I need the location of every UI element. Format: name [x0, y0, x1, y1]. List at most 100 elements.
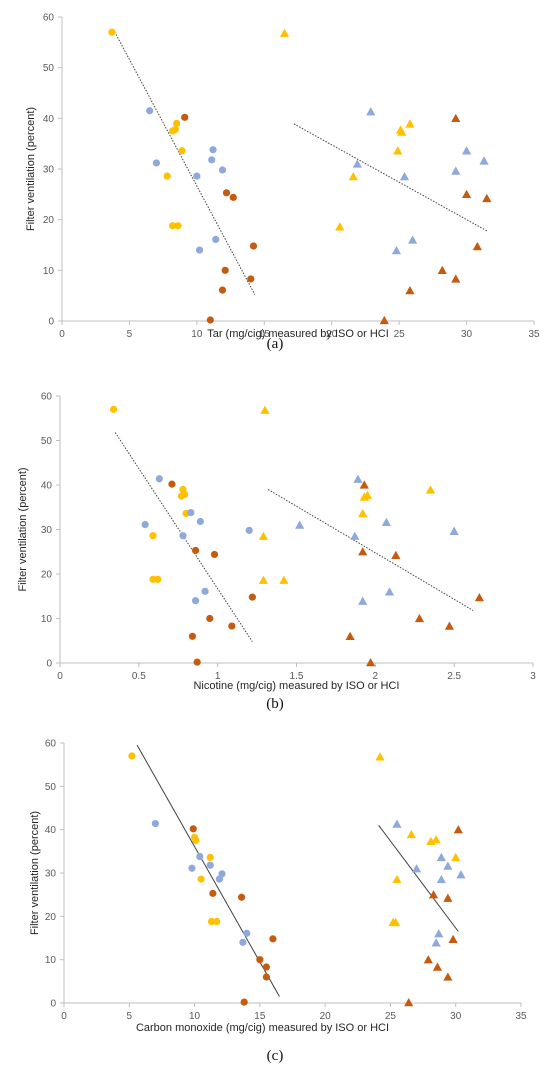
data-point-triangle [408, 235, 418, 244]
data-point-circle [168, 480, 176, 488]
data-point-circle [249, 242, 258, 250]
data-point-circle [141, 521, 149, 529]
data-point-triangle [404, 997, 414, 1007]
data-point-triangle [279, 28, 290, 37]
data-point-circle [163, 172, 171, 180]
x-tick-label: 3 [530, 671, 536, 682]
data-point-circle [128, 752, 136, 760]
data-point-triangle [258, 575, 268, 584]
x-tick-label: 20 [326, 329, 338, 340]
data-point-circle [155, 475, 163, 483]
data-point-circle [187, 508, 195, 517]
y-tick-label: 0 [48, 317, 54, 328]
data-point-circle [154, 575, 162, 583]
y-tick-label: 30 [41, 525, 53, 536]
data-point-triangle [456, 870, 466, 879]
x-tick-label: 30 [461, 329, 473, 340]
x-tick-label: 10 [189, 1011, 201, 1022]
data-point-triangle [392, 819, 402, 828]
data-point-triangle [352, 159, 362, 168]
x-tick-label: 15 [259, 329, 271, 340]
data-point-triangle [451, 113, 461, 123]
data-point-circle [218, 166, 227, 174]
data-point-triangle [423, 955, 433, 964]
data-point-circle [245, 526, 253, 534]
trendline [114, 432, 253, 642]
data-point-triangle [436, 874, 446, 884]
data-point-circle [237, 893, 246, 901]
y-tick-label: 0 [50, 999, 56, 1010]
trendline [136, 744, 280, 997]
data-point-circle [171, 125, 179, 134]
chart-caption: (c) [266, 1048, 284, 1064]
y-tick-label: 50 [43, 63, 55, 74]
data-point-triangle [358, 547, 368, 556]
data-point-triangle [359, 492, 369, 501]
y-tick-label: 30 [45, 869, 57, 880]
data-point-circle [239, 938, 247, 946]
y-tick-label: 50 [41, 436, 53, 447]
x-tick-label: 0 [59, 329, 65, 340]
y-tick-label: 60 [41, 392, 53, 403]
y-tick-label: 20 [45, 912, 57, 923]
data-point-circle [208, 156, 216, 164]
data-point-triangle [391, 917, 401, 927]
chart-caption: (b) [266, 696, 284, 712]
data-point-triangle [348, 172, 358, 181]
data-point-triangle [437, 265, 447, 275]
data-point-circle [193, 172, 201, 180]
chart-panel-a: 0 10 20 30 40 50 60 0 5 10 15 20 25 30 35 Tar (mg/cig) … [0, 0, 550, 358]
data-point-circle [149, 532, 157, 540]
data-point-circle [206, 853, 214, 861]
data-point-triangle [443, 861, 453, 870]
data-point-triangle [448, 934, 458, 943]
x-tick-label: 15 [254, 1011, 266, 1022]
data-point-circle [196, 852, 204, 861]
data-point-circle [188, 632, 197, 640]
y-tick-label: 60 [45, 739, 57, 750]
y-tick-label: 10 [41, 614, 53, 625]
data-point-triangle [295, 520, 305, 529]
data-point-circle [179, 485, 187, 494]
x-tick-label: 35 [528, 329, 540, 340]
chart-panel-c: 0 10 20 30 40 50 60 0 5 10 15 20 25 30 35 Carbon monoxi… [0, 718, 550, 1072]
data-point-triangle [260, 405, 270, 414]
data-point-triangle [359, 480, 369, 489]
y-tick-label: 10 [45, 955, 57, 966]
x-tick-label: 5 [127, 329, 133, 340]
data-point-circle [213, 917, 221, 926]
trendline [378, 825, 459, 932]
trendline [112, 28, 256, 295]
data-point-circle [191, 546, 200, 555]
data-point-circle [173, 119, 181, 127]
data-point-triangle [482, 193, 492, 203]
data-point-circle [110, 405, 118, 413]
data-point-circle [195, 246, 204, 254]
data-point-circle [256, 956, 264, 964]
data-point-circle [174, 222, 182, 230]
x-tick-label: 5 [127, 1011, 133, 1022]
y-tick-label: 20 [43, 215, 55, 226]
y-tick-label: 50 [45, 782, 57, 793]
data-point-circle [146, 107, 154, 115]
data-point-circle [247, 275, 255, 283]
trendline [267, 489, 474, 611]
data-point-triangle [444, 621, 455, 630]
data-point-triangle [432, 962, 443, 971]
data-point-triangle [397, 127, 407, 136]
data-point-triangle [434, 929, 444, 938]
data-point-triangle [472, 241, 482, 251]
data-point-circle [188, 864, 196, 872]
data-point-triangle [461, 146, 472, 155]
data-point-triangle [431, 835, 441, 844]
data-point-circle [196, 517, 204, 526]
data-point-circle [206, 861, 214, 869]
x-axis-title: Tar (mg/cig) measured by ISO or HCI [207, 328, 389, 340]
x-axis-title: Nicotine (mg/cig) measured by ISO or HCI [193, 680, 399, 692]
data-point-triangle [392, 874, 402, 884]
scatter-chart-b: 0 10 20 30 40 50 60 0 0.5 1 1.5 2 2.5 3 Nicotine (mg/c… [17, 392, 536, 693]
data-point-circle [221, 266, 229, 274]
data-point-triangle [431, 938, 441, 947]
data-point-triangle [406, 829, 416, 839]
data-point-circle [210, 550, 219, 559]
